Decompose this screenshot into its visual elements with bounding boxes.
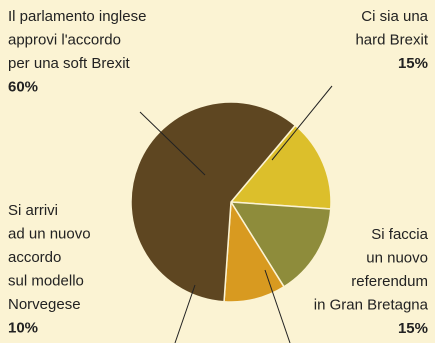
slice-label: hard Brexit — [355, 31, 428, 48]
slice-label: per una soft Brexit — [8, 55, 131, 72]
leader-line — [264, 269, 291, 343]
pie-slice — [130, 101, 297, 303]
slice-label: Norvegese — [8, 296, 81, 313]
value-label: 10% — [8, 319, 38, 336]
leader-lines — [139, 85, 333, 343]
pie — [130, 101, 332, 303]
value-label: 15% — [398, 320, 428, 337]
slice-label: Si arrivi — [8, 202, 58, 219]
slice-label: Ci sia una — [361, 8, 428, 25]
pie-slice — [229, 201, 332, 288]
pie-slice — [229, 124, 332, 210]
slice-label: sul modello — [8, 272, 84, 289]
slice-label: in Gran Bretagna — [314, 296, 429, 313]
slice-label: un nuovo — [366, 249, 428, 266]
slice-label: ad un nuovo — [8, 225, 91, 242]
value-label: 15% — [398, 55, 428, 72]
leader-line — [271, 85, 333, 161]
slice-label: Si faccia — [371, 226, 428, 243]
value-label: 60% — [8, 78, 38, 95]
leader-line — [174, 284, 196, 343]
slice-label: accordo — [8, 249, 61, 266]
slice-label: approvi l'accordo — [8, 31, 121, 48]
leader-line — [139, 111, 206, 176]
slice-label: Il parlamento inglese — [8, 8, 146, 25]
slice-label: referendum — [351, 273, 428, 290]
